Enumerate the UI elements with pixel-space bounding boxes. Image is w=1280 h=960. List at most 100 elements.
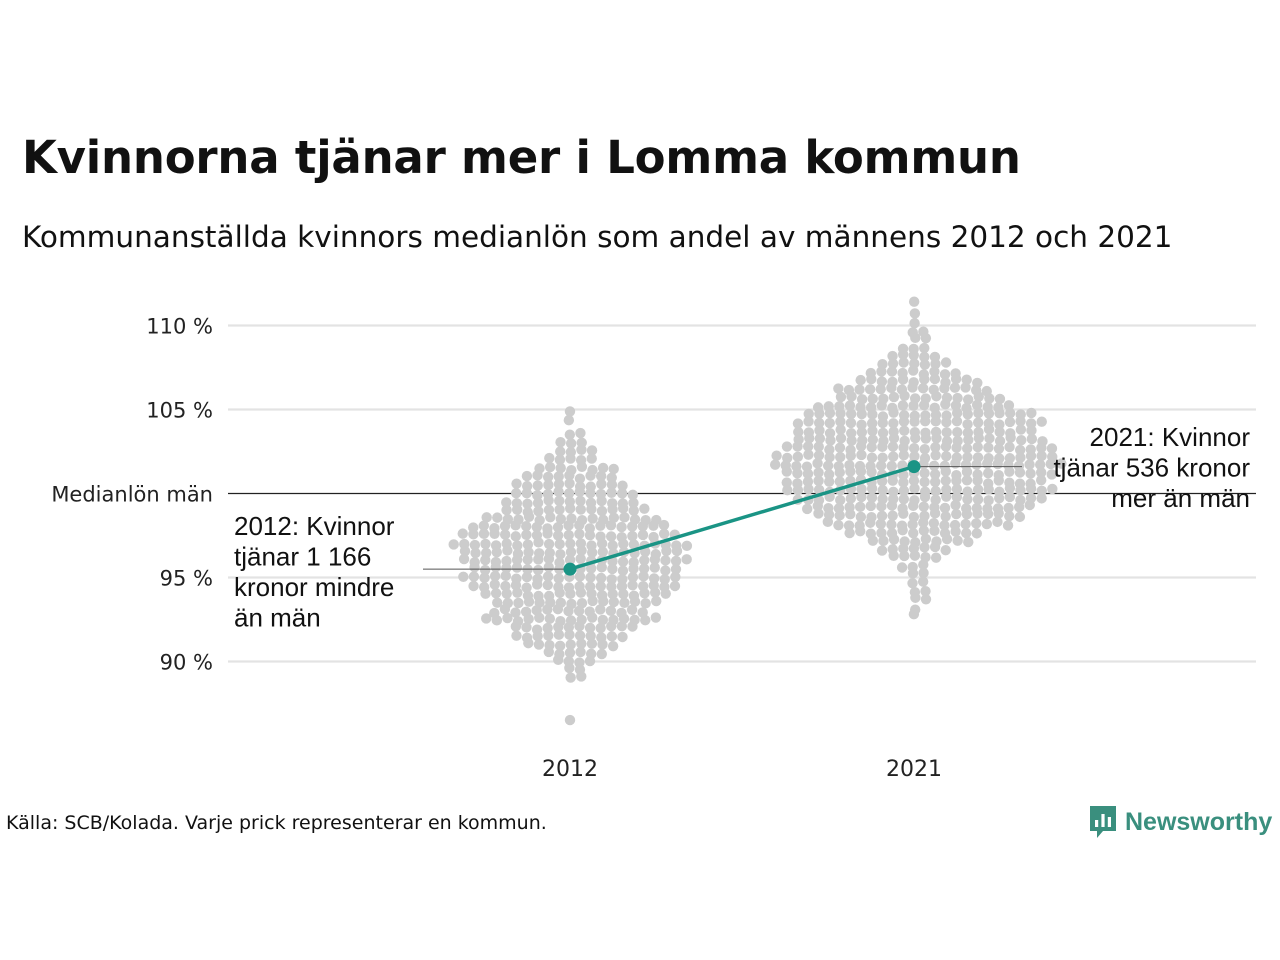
- logo-text: Newsworthy: [1125, 807, 1273, 836]
- municipality-dot: [565, 438, 577, 449]
- municipality-dot: [920, 433, 932, 444]
- municipality-dot: [554, 495, 565, 507]
- municipality-dot: [1015, 485, 1026, 496]
- municipality-dot: [961, 466, 973, 478]
- annotation-text: kronor mindre: [234, 572, 394, 602]
- municipality-dot: [910, 332, 921, 344]
- municipality-dot: [876, 376, 888, 387]
- municipality-dot: [792, 418, 804, 429]
- municipality-dot: [510, 607, 521, 618]
- municipality-dot: [962, 419, 973, 430]
- municipality-dot: [928, 460, 940, 471]
- municipality-dot: [940, 544, 951, 556]
- municipality-dot: [824, 452, 835, 463]
- municipality-dot: [575, 427, 586, 439]
- municipality-dot: [448, 539, 459, 550]
- municipality-dot: [867, 409, 878, 420]
- municipality-dot: [542, 579, 553, 591]
- municipality-dot: [575, 495, 586, 507]
- municipality-dot: [480, 588, 491, 599]
- municipality-dot: [781, 441, 793, 452]
- municipality-dot: [534, 612, 545, 623]
- municipality-dot: [856, 419, 867, 430]
- municipality-dot: [834, 442, 846, 453]
- municipality-dot: [950, 373, 962, 385]
- municipality-dot: [993, 508, 1004, 519]
- municipality-dot: [864, 384, 876, 395]
- municipality-dot: [637, 521, 649, 532]
- municipality-dot: [532, 564, 544, 576]
- municipality-dot: [993, 475, 1004, 486]
- municipality-dot: [584, 655, 596, 667]
- municipality-dot: [543, 495, 554, 506]
- municipality-dot: [564, 554, 576, 566]
- municipality-dot: [522, 554, 533, 565]
- municipality-dot: [940, 398, 951, 410]
- municipality-dot: [1004, 408, 1016, 419]
- municipality-dot: [972, 508, 983, 519]
- municipality-dot: [1026, 425, 1037, 436]
- municipality-dot: [845, 509, 856, 520]
- municipality-dot: [952, 535, 963, 546]
- municipality-dot: [822, 516, 834, 528]
- municipality-dot: [908, 475, 920, 486]
- municipality-dot: [595, 622, 606, 634]
- municipality-dot: [587, 612, 598, 623]
- municipality-dot: [865, 517, 876, 528]
- municipality-dot: [512, 587, 523, 598]
- municipality-dot: [918, 517, 929, 528]
- municipality-dot: [897, 374, 909, 385]
- municipality-dot: [532, 490, 543, 501]
- municipality-dot: [670, 564, 682, 575]
- municipality-dot: [543, 630, 554, 641]
- municipality-dot: [576, 638, 587, 649]
- municipality-dot: [555, 437, 566, 448]
- municipality-dot: [576, 671, 587, 682]
- municipality-dot: [993, 443, 1005, 454]
- municipality-dot: [618, 538, 629, 550]
- municipality-dot: [574, 620, 585, 632]
- municipality-dot: [888, 433, 900, 444]
- municipality-dot: [844, 527, 855, 539]
- municipality-dot: [531, 579, 543, 590]
- municipality-dot: [544, 461, 556, 473]
- municipality-dot: [876, 510, 888, 522]
- municipality-dot: [813, 441, 824, 452]
- municipality-dot: [907, 519, 918, 530]
- municipality-dot: [565, 588, 576, 600]
- municipality-dot: [929, 525, 940, 537]
- municipality-dot: [781, 466, 792, 477]
- municipality-dot: [888, 391, 900, 403]
- municipality-dot: [919, 351, 930, 363]
- municipality-dot: [564, 406, 576, 417]
- municipality-dot: [617, 503, 629, 514]
- municipality-dot: [627, 580, 638, 591]
- municipality-dot: [543, 562, 554, 573]
- municipality-dot: [845, 466, 856, 477]
- municipality-dot: [553, 573, 564, 584]
- municipality-dot: [510, 520, 521, 531]
- municipality-dot: [639, 588, 650, 599]
- municipality-dot: [1036, 493, 1047, 504]
- municipality-dot: [499, 603, 511, 615]
- municipality-dot: [521, 488, 532, 499]
- municipality-dot: [605, 531, 617, 542]
- municipality-dot: [930, 416, 941, 427]
- municipality-dot: [1004, 441, 1015, 453]
- municipality-dot: [971, 399, 983, 411]
- municipality-dot: [961, 374, 972, 385]
- municipality-dot: [553, 486, 564, 497]
- municipality-dot: [887, 441, 899, 452]
- municipality-dot: [669, 580, 681, 592]
- municipality-dot: [564, 647, 576, 658]
- municipality-dot: [1025, 450, 1037, 462]
- municipality-dot: [844, 400, 856, 411]
- municipality-dot: [802, 441, 814, 452]
- municipality-dot: [982, 468, 994, 479]
- municipality-dot: [618, 588, 629, 600]
- municipality-dot: [469, 562, 480, 573]
- municipality-dot: [908, 350, 919, 361]
- municipality-dot: [950, 499, 961, 511]
- municipality-dot: [845, 408, 857, 420]
- municipality-dot: [908, 527, 919, 539]
